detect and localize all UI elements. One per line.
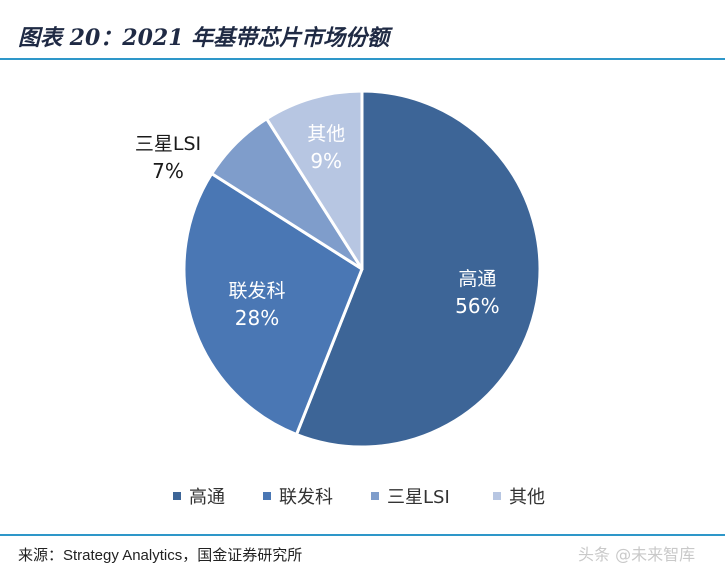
slice-category-label: 高通 xyxy=(458,268,496,290)
legend-label: 高通 xyxy=(189,487,225,508)
legend-swatch xyxy=(263,492,271,500)
watermark-text: 头条 @未来智库 xyxy=(578,545,696,564)
legend-swatch xyxy=(173,492,181,500)
pie-slice-1 xyxy=(294,89,542,449)
pie-slice-2 xyxy=(182,172,364,436)
chart-title: 图表 20：2021 年基带芯片市场份额 xyxy=(18,25,390,51)
slice-category-label: 其他 xyxy=(307,123,345,145)
title-divider xyxy=(0,58,725,60)
slice-category-label: 联发科 xyxy=(228,280,285,302)
slice-value-label: 56% xyxy=(455,294,499,318)
slice-category-label: 三星LSI xyxy=(135,133,201,155)
slice-value-label: 9% xyxy=(310,149,342,173)
legend-label: 三星LSI xyxy=(387,487,450,508)
legend-label: 其他 xyxy=(509,487,545,508)
slice-value-label: 28% xyxy=(235,306,279,330)
slice-labels: 高通 56% 联发科 28% 三星LSI 7% 其他 9% xyxy=(135,123,500,330)
source-note: 来源：Strategy Analytics，国金证券研究所 xyxy=(18,547,303,564)
legend-label: 联发科 xyxy=(279,487,333,508)
chart-legend: 高通 联发科 三星LSI 其他 xyxy=(173,487,545,508)
legend-swatch xyxy=(371,492,379,500)
pie-slice-4 xyxy=(265,89,364,271)
slice-value-label: 7% xyxy=(152,159,184,183)
pie-slices xyxy=(182,89,542,449)
legend-swatch xyxy=(493,492,501,500)
source-divider xyxy=(0,534,725,536)
